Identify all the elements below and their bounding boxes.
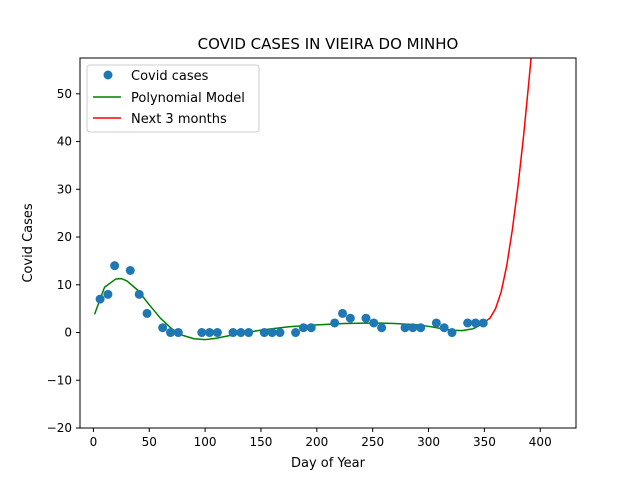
x-tick-label: 200 xyxy=(305,435,328,449)
data-point xyxy=(165,328,175,338)
x-tick-label: 350 xyxy=(473,435,496,449)
data-point xyxy=(338,308,348,318)
x-tick-label: 50 xyxy=(142,435,157,449)
data-point xyxy=(400,323,410,333)
data-point xyxy=(125,265,135,275)
data-point xyxy=(439,323,449,333)
data-point xyxy=(306,323,316,333)
x-axis: 0 50 100 150 200 250 300 350 400 xyxy=(90,428,552,449)
legend-label-polynomial-model: Polynomial Model xyxy=(131,91,245,106)
data-point xyxy=(197,328,207,338)
data-point xyxy=(330,318,340,328)
y-tick-label: 40 xyxy=(57,135,72,149)
data-point xyxy=(259,328,269,338)
data-point xyxy=(369,318,379,328)
data-point xyxy=(228,328,238,338)
data-point xyxy=(478,318,488,328)
data-point xyxy=(267,328,277,338)
plot-frame xyxy=(79,57,577,429)
legend-marker-covid-cases xyxy=(103,70,113,80)
data-point xyxy=(463,318,473,328)
legend-box xyxy=(86,64,260,133)
y-tick-label: 30 xyxy=(57,182,72,196)
y-tick-label: 10 xyxy=(57,278,72,292)
chart-title: COVID CASES IN VIEIRA DO MINHO xyxy=(198,35,459,53)
x-tick-label: 400 xyxy=(529,435,552,449)
legend-label-next-3-months: Next 3 months xyxy=(131,112,227,127)
data-point xyxy=(158,323,168,333)
data-point xyxy=(205,328,215,338)
y-axis: −20 −10 0 10 20 30 40 50 xyxy=(47,87,80,435)
data-point xyxy=(244,328,254,338)
series-line-next-3-months xyxy=(482,58,532,324)
y-tick-label: 50 xyxy=(57,87,72,101)
plot-area xyxy=(93,58,532,341)
data-point xyxy=(110,261,120,271)
x-axis-label: Day of Year xyxy=(291,456,366,471)
data-point xyxy=(298,323,308,333)
y-tick-label: 20 xyxy=(57,230,72,244)
data-point xyxy=(212,328,222,338)
y-tick-label: −20 xyxy=(47,421,72,435)
data-point xyxy=(416,323,426,333)
data-point xyxy=(291,328,301,338)
legend: Covid cases Polynomial Model Next 3 mont… xyxy=(86,64,260,133)
x-tick-label: 250 xyxy=(361,435,384,449)
data-point xyxy=(408,323,418,333)
x-tick-label: 300 xyxy=(417,435,440,449)
data-point xyxy=(447,328,457,338)
y-tick-label: −10 xyxy=(47,373,72,387)
x-tick-label: 100 xyxy=(194,435,217,449)
data-point xyxy=(142,308,152,318)
data-point xyxy=(361,313,371,323)
y-axis-label: Covid Cases xyxy=(21,203,36,283)
data-point xyxy=(345,313,355,323)
data-point xyxy=(470,318,480,328)
legend-label-covid-cases: Covid cases xyxy=(131,69,209,84)
data-point xyxy=(377,323,387,333)
y-tick-label: 0 xyxy=(64,326,72,340)
data-point xyxy=(103,289,113,299)
data-point xyxy=(275,328,285,338)
x-tick-label: 0 xyxy=(90,435,98,449)
data-point xyxy=(173,328,183,338)
data-point xyxy=(431,318,441,328)
data-point xyxy=(236,328,246,338)
data-point xyxy=(95,294,105,304)
data-point xyxy=(134,289,144,299)
x-tick-label: 150 xyxy=(250,435,273,449)
